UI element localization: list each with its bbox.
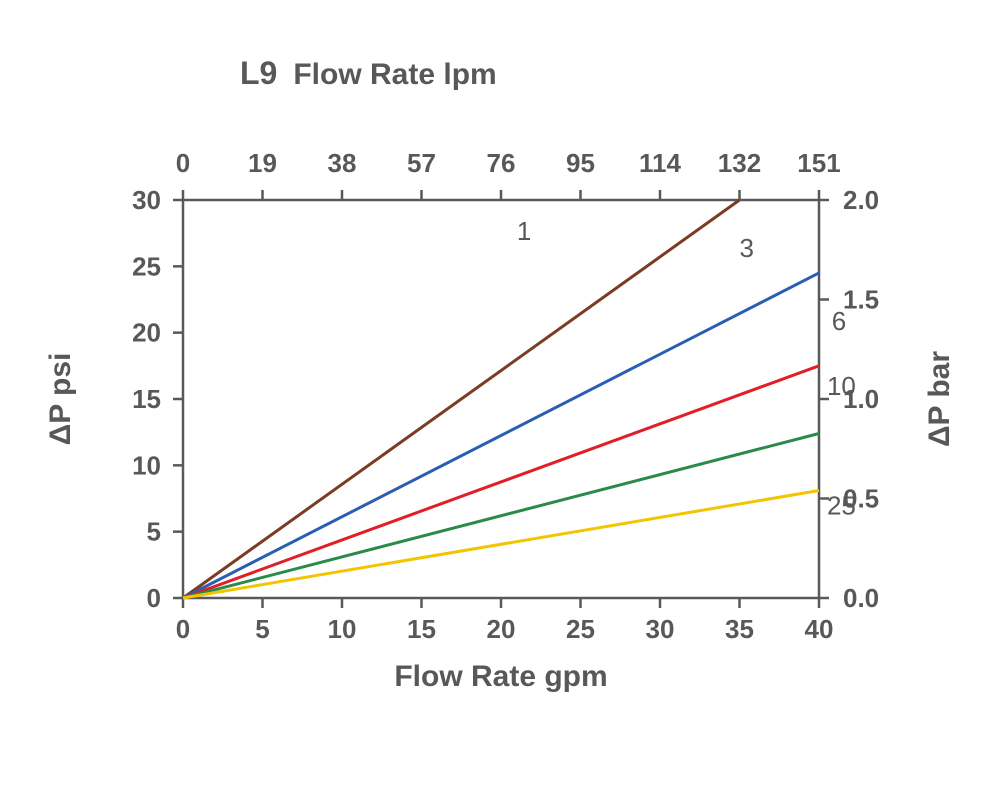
bottom-axis-title: Flow Rate gpm — [394, 660, 607, 693]
x-top-tick-label: 0 — [176, 148, 190, 178]
x-bottom-tick-label: 35 — [725, 614, 754, 644]
y-right-tick-label: 0.0 — [843, 583, 879, 613]
x-top-tick-label: 57 — [407, 148, 436, 178]
x-bottom-tick-label: 25 — [566, 614, 595, 644]
x-bottom-tick-label: 10 — [328, 614, 357, 644]
x-top-tick-label: 38 — [328, 148, 357, 178]
y-left-tick-label: 25 — [132, 251, 161, 281]
top-title-row: L9 Flow Rate lpm — [240, 55, 497, 92]
top-axis-title: Flow Rate lpm — [293, 58, 496, 92]
chart-svg: 0510152025303540019385776951141321510510… — [0, 0, 1003, 786]
x-bottom-tick-label: 40 — [805, 614, 834, 644]
series-line — [183, 366, 819, 598]
y-left-tick-label: 5 — [147, 517, 161, 547]
series-label: 25 — [827, 490, 856, 520]
svg-text:ΔP bar: ΔP bar — [923, 351, 956, 447]
y-left-tick-label: 0 — [147, 583, 161, 613]
y-left-tick-label: 20 — [132, 318, 161, 348]
series-line — [183, 200, 740, 598]
x-top-tick-label: 19 — [248, 148, 277, 178]
x-top-tick-label: 132 — [718, 148, 761, 178]
x-bottom-tick-label: 20 — [487, 614, 516, 644]
series-label: 6 — [832, 306, 846, 336]
x-bottom-tick-label: 5 — [255, 614, 269, 644]
series-line — [183, 433, 819, 598]
x-top-tick-label: 95 — [566, 148, 595, 178]
series-line — [183, 491, 819, 598]
x-top-tick-label: 76 — [487, 148, 516, 178]
chart-identifier: L9 — [240, 55, 277, 92]
x-top-tick-label: 151 — [797, 148, 840, 178]
y-left-tick-label: 15 — [132, 384, 161, 414]
right-axis-title: ΔP bar — [923, 351, 956, 447]
y-right-tick-label: 2.0 — [843, 185, 879, 215]
series-label: 1 — [517, 216, 531, 246]
left-axis-title: ΔP psi — [44, 353, 77, 446]
x-bottom-tick-label: 0 — [176, 614, 190, 644]
svg-text:ΔP psi: ΔP psi — [44, 353, 77, 446]
series-label: 10 — [827, 371, 856, 401]
series-line — [183, 273, 819, 598]
x-bottom-tick-label: 30 — [646, 614, 675, 644]
series-label: 3 — [740, 233, 754, 263]
chart-container: L9 Flow Rate lpm 05101520253035400193857… — [0, 0, 1003, 786]
y-left-tick-label: 10 — [132, 450, 161, 480]
y-right-tick-label: 1.5 — [843, 285, 879, 315]
x-top-tick-label: 114 — [639, 148, 681, 178]
x-bottom-tick-label: 15 — [407, 614, 436, 644]
y-left-tick-label: 30 — [132, 185, 161, 215]
